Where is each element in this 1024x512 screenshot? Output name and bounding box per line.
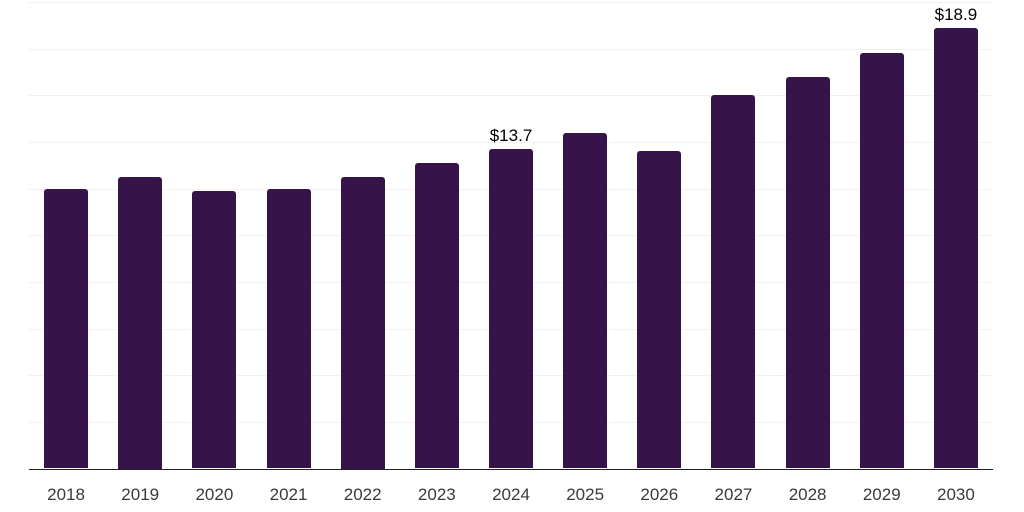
- bar-2023: [414, 162, 459, 469]
- bar-2028: [785, 76, 830, 469]
- x-tick-label-2025: 2025: [566, 485, 605, 504]
- x-tick-label-2022: 2022: [343, 485, 382, 504]
- bar-2021: [266, 188, 311, 469]
- x-tick-label-2030: 2030: [937, 485, 975, 504]
- gridline: [29, 2, 993, 3]
- x-tick-label-2019: 2019: [121, 485, 160, 504]
- x-axis-line: [29, 468, 993, 470]
- bar-2030: [933, 27, 978, 469]
- gridline: [29, 141, 993, 143]
- data-label-2024: $13.7: [489, 125, 533, 145]
- bar-2020: [192, 190, 237, 469]
- x-tick-label-2027: 2027: [714, 485, 753, 504]
- x-tick-label-2026: 2026: [640, 485, 679, 504]
- x-tick-label-2021: 2021: [269, 485, 308, 504]
- bar-2018: [44, 188, 89, 469]
- x-tick-label-2018: 2018: [47, 485, 85, 504]
- bar-2024: [489, 148, 533, 469]
- gridline: [29, 95, 993, 97]
- x-tick-label-2024: 2024: [492, 485, 530, 504]
- x-tick-label-2029: 2029: [862, 485, 901, 504]
- bar-2029: [859, 53, 904, 469]
- x-tick-label-2020: 2020: [195, 485, 234, 504]
- bar-2026: [637, 151, 682, 469]
- bar-2019: [118, 176, 163, 469]
- data-label-2030: $18.9: [934, 4, 978, 24]
- bar-2027: [711, 95, 756, 469]
- x-tick-label-2023: 2023: [417, 485, 456, 504]
- bar-2025: [563, 132, 608, 469]
- gridline: [29, 48, 993, 50]
- x-tick-label-2028: 2028: [788, 485, 827, 504]
- bar-2022: [340, 176, 385, 469]
